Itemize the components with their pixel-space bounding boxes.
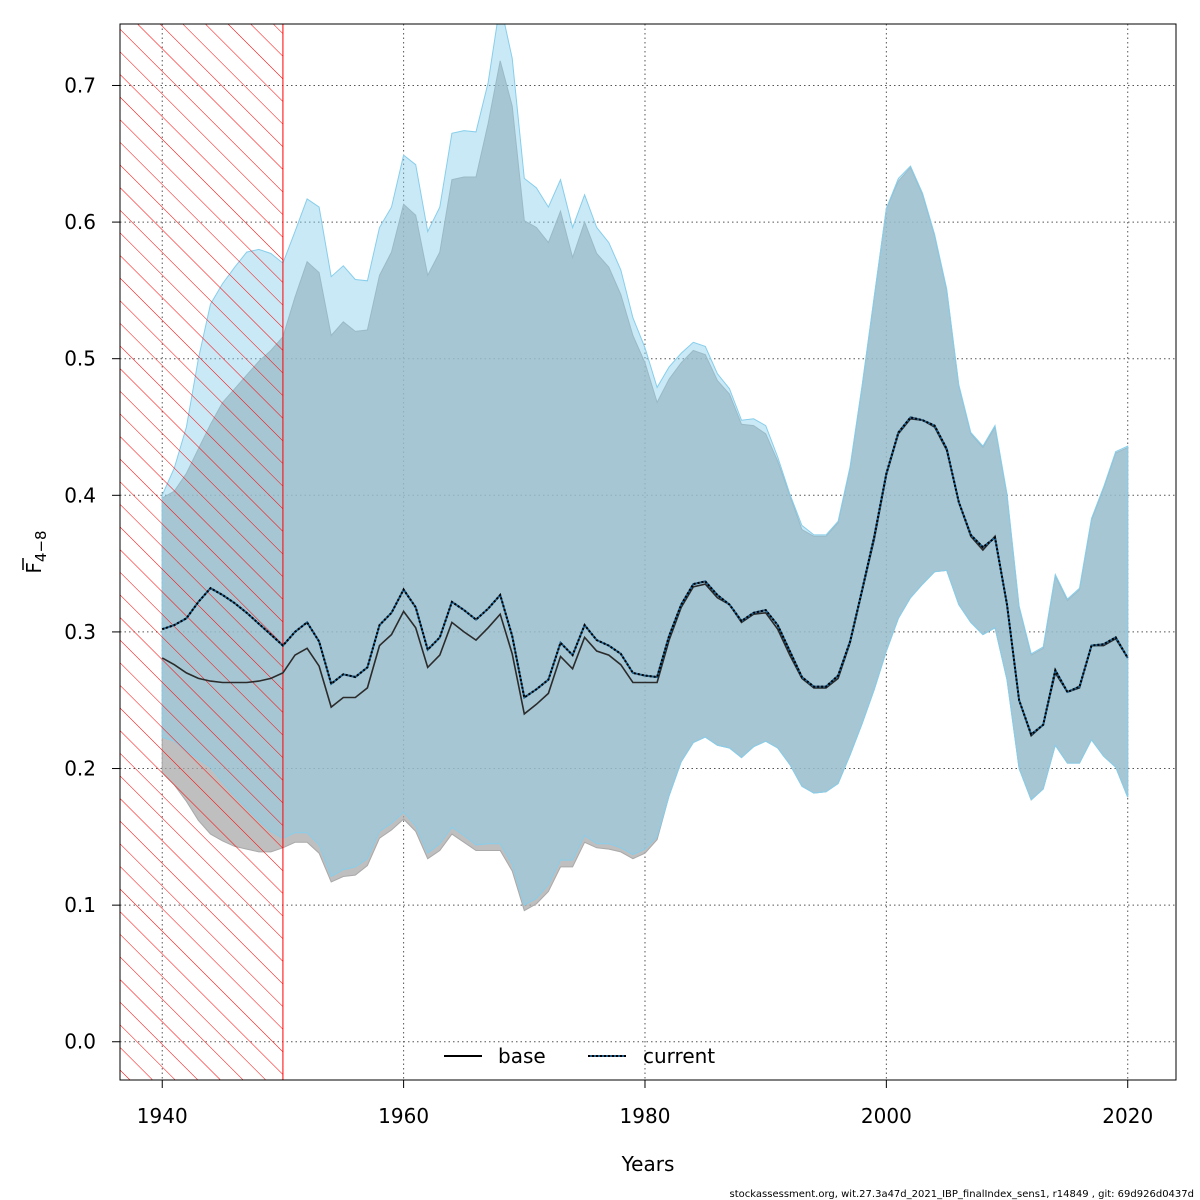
y-axis-title: F4−8 xyxy=(22,530,50,573)
x-tick-label: 1940 xyxy=(137,1104,188,1128)
confidence-bands xyxy=(161,24,1129,912)
footer-text: stockassessment.org, wit.27.3a47d_2021_I… xyxy=(730,1189,1194,1200)
y-axis-title-sub: 4−8 xyxy=(32,530,50,562)
y-tick-label: 0.7 xyxy=(64,73,96,97)
y-tick-label: 0.3 xyxy=(64,620,96,644)
x-tick-label: 1980 xyxy=(620,1104,671,1128)
series-lines xyxy=(161,416,1129,738)
hatched-region-layer xyxy=(120,24,284,1080)
y-tick-label: 0.1 xyxy=(64,893,96,917)
y-tick-label: 0.4 xyxy=(64,483,96,507)
legend-label-current: current xyxy=(643,1044,715,1068)
hatched-region xyxy=(120,24,284,1080)
x-tick-label: 2000 xyxy=(861,1104,912,1128)
band-current xyxy=(161,24,1129,906)
y-axis-title-main: F xyxy=(22,562,46,574)
x-tick-label: 2020 xyxy=(1102,1104,1153,1128)
x-axis-title: Years xyxy=(621,1152,675,1176)
x-tick-label: 1960 xyxy=(378,1104,429,1128)
y-tick-label: 0.2 xyxy=(64,757,96,781)
y-tick-label: 0.5 xyxy=(64,347,96,371)
plot-frame xyxy=(119,23,1177,1081)
axes: 1940 1960 1980 2000 2020 0.0 0.1 0.2 0.3 0.4 0.5 0.… xyxy=(64,73,1153,1128)
y-tick-label: 0.6 xyxy=(64,210,96,234)
svg-text:F4−8: F4−8 xyxy=(22,530,50,573)
y-tick-label: 0.0 xyxy=(64,1030,96,1054)
legend-label-base: base xyxy=(498,1044,546,1068)
legend: base current xyxy=(444,1044,715,1068)
line-current xyxy=(161,416,1129,737)
